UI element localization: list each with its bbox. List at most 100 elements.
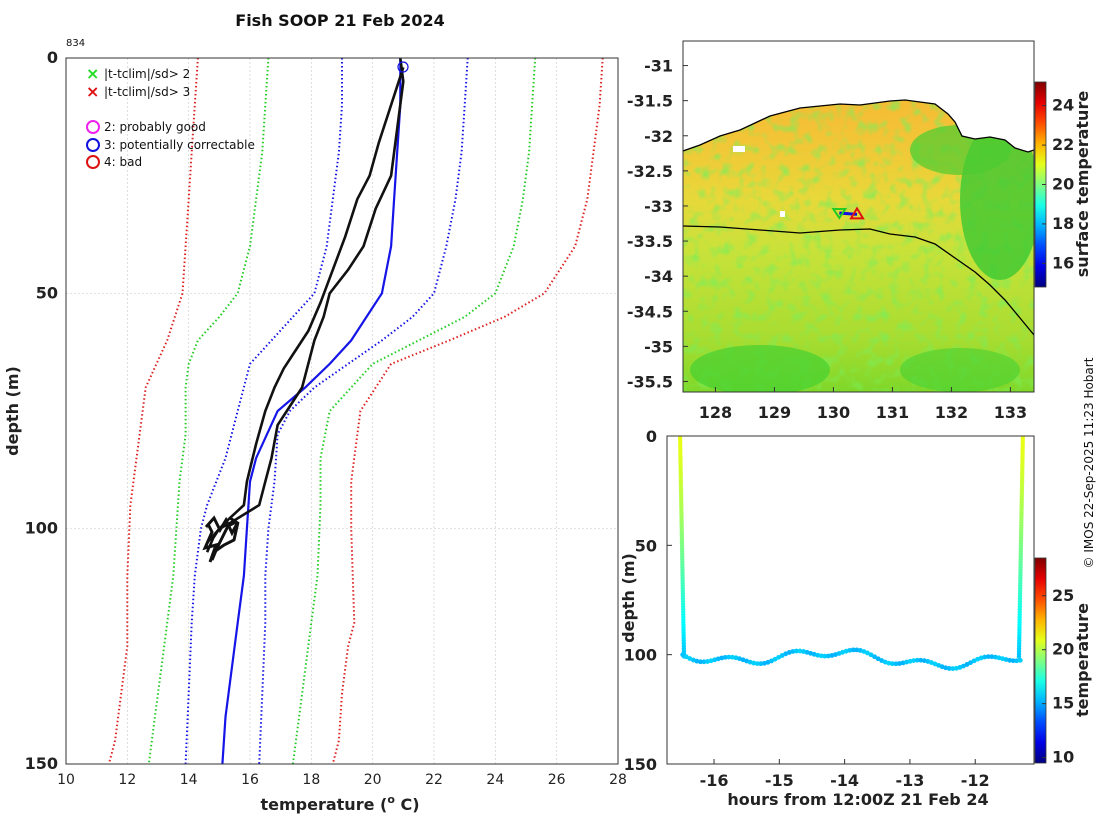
section-point-bottom (865, 650, 870, 656)
section-point-bottom (822, 653, 828, 659)
section-panel: -16 -15 -14 -13 -12 0 50 100 150 hours from 12:0… (619, 427, 1092, 809)
section-point-bottom (868, 652, 874, 658)
section-ytick-label: 150 (624, 755, 657, 774)
profile-xtick-label: 10 (57, 772, 75, 788)
profile-ylabel: depth (m) (3, 366, 22, 456)
map-colorbar-tick-label: 24 (1052, 96, 1074, 115)
section-point-bottom (722, 654, 728, 660)
section-colorbar-tick-label: 20 (1052, 640, 1074, 659)
map-colorbar-tick-label: 22 (1052, 135, 1074, 154)
section-point-bottom (776, 654, 782, 660)
section-point-bottom (914, 657, 920, 663)
legend-flag3-label: 3: potentially correctable (104, 138, 255, 152)
map-ticks: 128 129 130 131 132 133 -31 -31.5 -32 -32.5 -33 -33… (627, 57, 1027, 422)
track-end-marker (849, 206, 865, 220)
map-ytick-label: -34.5 (627, 302, 673, 321)
profile-panel: Fish SOOP 21 Feb 2024 834 10 12 14 16 18 20 22… (3, 11, 627, 814)
profile-xtick-label: 28 (609, 772, 627, 788)
section-point-bottom (815, 652, 821, 658)
map-ytick-label: -31 (644, 57, 673, 76)
map-colorbar-tick-label: 18 (1052, 214, 1074, 233)
section-point-bottom (1010, 658, 1016, 664)
section-scatter (677, 436, 1026, 672)
profile-xtick-label: 18 (302, 772, 320, 788)
section-point-bottom (907, 658, 913, 664)
section-point-bottom (918, 657, 924, 663)
section-point-bottom (968, 660, 973, 666)
map-xtick-label: 131 (876, 403, 909, 422)
section-point-bottom (889, 661, 895, 667)
profile-xtick-label: 12 (118, 772, 136, 788)
flag-circle-marker (397, 61, 409, 73)
ship-track (831, 206, 865, 220)
section-point-bottom (982, 654, 988, 660)
profile-title: Fish SOOP 21 Feb 2024 (235, 11, 444, 30)
section-point-bottom (964, 662, 970, 667)
profile-xtick-label: 22 (425, 772, 443, 788)
legend-flag2-label: 2: probably good (104, 120, 206, 134)
map-ytick-label: -35 (644, 337, 673, 356)
section-xtick-label: -16 (700, 771, 729, 790)
profile-line--2-sd (147, 58, 270, 764)
profile-ytick-label: 50 (36, 283, 58, 302)
section-point-bottom (751, 660, 757, 666)
section-xtick-label: -14 (830, 771, 859, 790)
station-number: 834 (66, 38, 85, 49)
section-colorbar-tick-label: 15 (1052, 694, 1074, 713)
section-point-bottom (989, 654, 995, 660)
land-mask (683, 41, 1034, 152)
section-point-bottom (985, 654, 991, 660)
section-point-bottom (683, 654, 689, 660)
section-point-bottom (950, 666, 956, 672)
profile-line--1-sd (258, 58, 469, 764)
section-ytick-label: 50 (635, 536, 657, 555)
profile-line--3-sd (331, 58, 604, 764)
section-point-bottom (680, 652, 686, 658)
section-point-bottom (897, 661, 902, 666)
profile-line-climatology (221, 58, 402, 764)
section-ticks: -16 -15 -14 -13 -12 0 50 100 150 (624, 427, 990, 790)
map-ytick-label: -32.5 (627, 162, 673, 181)
section-point-bottom (943, 665, 949, 671)
section-point-bottom (698, 659, 703, 665)
map-ytick-label: -33.5 (627, 232, 673, 251)
section-colorbar-tick-label: 10 (1052, 748, 1074, 767)
section-point-bottom (694, 658, 700, 664)
profile-line--3-sd (107, 58, 199, 764)
section-frame (666, 435, 1035, 765)
section-point-bottom (797, 648, 803, 654)
section-point-bottom (850, 647, 856, 653)
map-colorbar-tick-label: 16 (1052, 253, 1074, 272)
section-point-bottom (875, 656, 881, 662)
section-point-bottom (825, 653, 831, 659)
profile-xtick-label: 24 (486, 772, 504, 788)
map-xtick-label: 129 (758, 403, 791, 422)
legend-3sd-label: |t-tclim|/sd> 3 (104, 85, 190, 99)
track-start-marker (831, 207, 848, 220)
section-colorbar-label: temperature (1073, 603, 1092, 717)
section-ytick-label: 0 (646, 427, 657, 446)
section-point-bottom (1014, 658, 1020, 664)
section-xlabel: hours from 12:00Z 21 Feb 24 (727, 790, 988, 809)
profile-ytick-label: 150 (25, 754, 58, 773)
section-colorbar-scale (1034, 557, 1047, 764)
section-point-bottom (705, 659, 710, 664)
section-ytick-label: 100 (624, 646, 657, 665)
section-xtick-label: -12 (961, 771, 990, 790)
profile-ytick-label: 100 (25, 519, 58, 538)
cool-patch-south (900, 348, 1020, 392)
section-point-bottom (893, 661, 899, 667)
profile-xtick-label: 14 (180, 772, 198, 788)
section-point-bottom (719, 655, 725, 661)
section-point-bottom (911, 658, 917, 664)
missing-data-dot (780, 211, 785, 217)
section-point-bottom (854, 647, 860, 653)
profile-line-observed-up (206, 66, 405, 544)
section-point-bottom (872, 654, 877, 660)
section-point-bottom (701, 659, 707, 665)
legend-green-x-icon: × (86, 64, 99, 83)
map-ytick-label: -32 (644, 127, 673, 146)
section-point-bottom (1017, 657, 1023, 663)
section-ylabel: depth (m) (619, 553, 638, 643)
